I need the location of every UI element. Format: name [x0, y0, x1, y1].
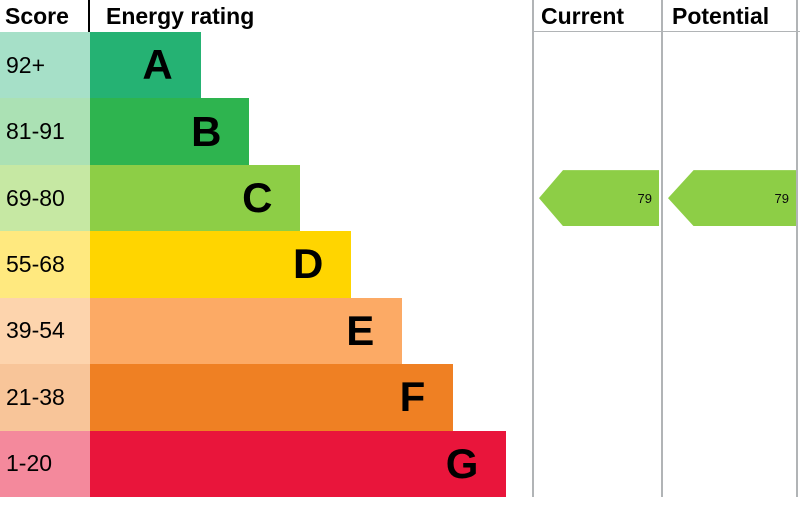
- band-bar: E: [90, 297, 403, 365]
- band-row: 81-91 B: [0, 98, 533, 165]
- band-bar-area: F: [90, 364, 533, 431]
- band-score: 69-80: [0, 164, 90, 232]
- band-row: 69-80 C: [0, 164, 533, 232]
- band-score: 39-54: [0, 297, 90, 365]
- band-score: 81-91: [0, 98, 90, 165]
- header-score: Score: [0, 0, 90, 32]
- column-divider: [532, 0, 534, 497]
- band-bar: F: [90, 364, 454, 431]
- band-row: 55-68 D: [0, 231, 533, 298]
- band-bar: C: [90, 164, 301, 232]
- band-rows: 92+ A 81-91 B 69-80 C 5: [0, 32, 533, 497]
- band-letter: D: [293, 240, 324, 288]
- band-letter: E: [346, 306, 375, 354]
- band-bar-area: D: [90, 231, 533, 298]
- band-score: 1-20: [0, 430, 90, 497]
- header-potential: Potential: [672, 2, 770, 29]
- band-score: 55-68: [0, 231, 90, 298]
- potential-rating-value: 79: [774, 190, 789, 206]
- band-score: 21-38: [0, 364, 90, 431]
- band-bar-area: B: [90, 98, 533, 165]
- band-bar: D: [90, 231, 352, 298]
- band-bar-area: C: [90, 164, 533, 232]
- current-rating-arrow: 79: [539, 170, 659, 227]
- band-letter: F: [399, 373, 426, 421]
- band-letter: B: [191, 107, 222, 155]
- band-row: 92+ A: [0, 32, 533, 99]
- band-bar: G: [90, 430, 507, 497]
- header-current: Current: [541, 2, 625, 29]
- band-row: 1-20 G: [0, 430, 533, 497]
- band-row: 39-54 E: [0, 297, 533, 365]
- potential-rating-arrow: 79: [668, 170, 796, 227]
- band-score: 92+: [0, 32, 90, 99]
- header-energy-rating: Energy rating: [106, 2, 255, 29]
- column-divider: [796, 0, 798, 497]
- header-underline: [533, 31, 800, 32]
- band-bar: B: [90, 98, 250, 165]
- chart-header: Score Energy rating Current Potential: [0, 0, 800, 32]
- band-bar-area: E: [90, 297, 533, 365]
- band-letter: G: [445, 439, 479, 487]
- band-letter: A: [142, 41, 173, 89]
- band-letter: C: [242, 174, 273, 222]
- band-row: 21-38 F: [0, 364, 533, 431]
- band-bar-area: G: [90, 430, 533, 497]
- band-bar-area: A: [90, 32, 533, 99]
- band-bar: A: [90, 32, 201, 99]
- column-divider: [661, 0, 663, 497]
- current-rating-value: 79: [637, 190, 652, 206]
